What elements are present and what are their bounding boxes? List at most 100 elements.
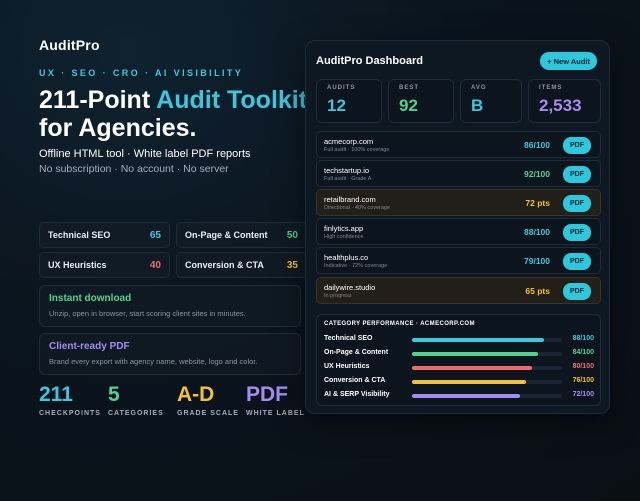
feature-instant-download: Instant download Unzip, open in browser,… [39, 285, 301, 327]
category-card-conversion: Conversion & CTA 35 [176, 252, 307, 278]
pdf-button[interactable]: PDF [563, 166, 591, 183]
audit-row-techstartup[interactable]: techstartup.io Full audit · Grade A 92/1… [316, 160, 601, 187]
perf-fill [412, 394, 520, 398]
audit-site: dailywire.studio [324, 283, 376, 292]
perf-row-ux-heuristics: UX Heuristics 80/100 [324, 363, 594, 373]
audit-score: 72 pts [525, 198, 550, 208]
audit-meta: Full audit · 100% coverage [324, 147, 390, 153]
kpi-label: BEST [399, 85, 420, 91]
stat-number: PDF [246, 383, 288, 406]
subtitle-benefits: No subscription · No account · No server [39, 163, 229, 175]
audit-row-acmecorp[interactable]: acmecorp.com Full audit · 100% coverage … [316, 131, 601, 158]
perf-label: On-Page & Content [324, 349, 389, 356]
dashboard-panel: AuditPro Dashboard + New Audit AUDITS 12… [305, 40, 610, 414]
perf-label: Technical SEO [324, 335, 373, 342]
category-performance-heading: CATEGORY PERFORMANCE · ACMECORP.COM [324, 321, 475, 327]
audit-score: 92/100 [524, 169, 550, 179]
kpi-best: BEST 92 [388, 79, 454, 123]
audit-score: 88/100 [524, 227, 550, 237]
feature-client-pdf: Client-ready PDF Brand every export with… [39, 333, 301, 375]
kpi-value: 12 [327, 96, 346, 115]
perf-value: 84/100 [572, 349, 594, 356]
pdf-button[interactable]: PDF [563, 283, 591, 300]
category-label: On-Page & Content [185, 230, 268, 240]
feature-title: Client-ready PDF [49, 341, 130, 352]
headline-part2: for Agencies. [39, 114, 197, 142]
perf-track [412, 394, 562, 398]
perf-row-on-page: On-Page & Content 84/100 [324, 349, 594, 359]
stat-label: CATEGORIES [108, 410, 164, 417]
kpi-value: B [471, 96, 484, 115]
perf-row-technical-seo: Technical SEO 88/100 [324, 335, 594, 345]
pdf-button[interactable]: PDF [563, 137, 591, 154]
perf-row-conversion: Conversion & CTA 76/100 [324, 377, 594, 387]
audit-row-finlytics[interactable]: finlytics.app High confidence 88/100 PDF [316, 218, 601, 245]
perf-track [412, 352, 562, 356]
stat-label: GRADE SCALE [177, 410, 239, 417]
audit-site: retailbrand.com [324, 195, 376, 204]
perf-fill [412, 380, 526, 384]
category-card-technical-seo: Technical SEO 65 [39, 222, 170, 248]
audit-site: healthplus.co [324, 253, 369, 262]
category-label: Conversion & CTA [185, 260, 264, 270]
perf-label: AI & SERP Visibility [324, 391, 390, 398]
stat-white-label: PDF WHITE LABEL [246, 383, 305, 417]
audit-meta: High confidence [324, 234, 364, 240]
perf-track [412, 366, 562, 370]
category-label: Technical SEO [48, 230, 111, 240]
audit-row-healthplus[interactable]: healthplus.co Indicative · 72% coverage … [316, 247, 601, 274]
perf-row-ai-serp: AI & SERP Visibility 72/100 [324, 391, 594, 401]
perf-track [412, 380, 562, 384]
category-card-ux-heuristics: UX Heuristics 40 [39, 252, 170, 278]
category-count: 50 [286, 229, 298, 241]
stat-number: 211 [39, 383, 73, 406]
brand-logo: AuditPro [39, 37, 100, 53]
feature-desc: Brand every export with agency name, web… [49, 357, 258, 366]
perf-fill [412, 352, 538, 356]
dashboard-title: AuditPro Dashboard [316, 55, 423, 67]
kpi-label: ITEMS [539, 85, 563, 91]
new-audit-button[interactable]: + New Audit [540, 52, 597, 70]
perf-label: UX Heuristics [324, 363, 370, 370]
audit-meta: Full audit · Grade A [324, 176, 372, 182]
audit-score: 79/100 [524, 256, 550, 266]
pdf-button[interactable]: PDF [563, 224, 591, 241]
pdf-button[interactable]: PDF [563, 253, 591, 270]
category-count: 40 [149, 259, 161, 271]
audit-row-retailbrand[interactable]: retailbrand.com Directional · 40% covera… [316, 189, 601, 216]
stat-number: 5 [108, 383, 120, 406]
perf-fill [412, 338, 544, 342]
headline-part1: 211-Point [39, 86, 157, 114]
perf-fill [412, 366, 532, 370]
perf-value: 88/100 [572, 335, 594, 342]
kpi-value: 2,533 [539, 96, 582, 115]
kpi-avg: AVG B [460, 79, 522, 123]
feature-desc: Unzip, open in browser, start scoring cl… [49, 309, 246, 318]
stat-label: WHITE LABEL [246, 410, 305, 417]
kpi-items: ITEMS 2,533 [528, 79, 601, 123]
audit-row-dailywire[interactable]: dailywire.studio In progress 65 pts PDF [316, 277, 601, 304]
category-label: UX Heuristics [48, 260, 107, 270]
feature-title: Instant download [49, 293, 132, 304]
page-title: 211-Point Audit Toolkit for Agencies. [39, 86, 309, 142]
audit-site: finlytics.app [324, 224, 364, 233]
perf-value: 72/100 [572, 391, 594, 398]
stat-categories: 5 CATEGORIES [108, 383, 164, 417]
category-count: 65 [149, 229, 161, 241]
audit-meta: Indicative · 72% coverage [324, 263, 388, 269]
perf-value: 76/100 [572, 377, 594, 384]
stat-grade-scale: A-D GRADE SCALE [177, 383, 239, 417]
kpi-value: 92 [399, 96, 418, 115]
audit-score: 86/100 [524, 140, 550, 150]
audit-score: 65 pts [525, 286, 550, 296]
audit-site: acmecorp.com [324, 137, 374, 146]
stat-label: CHECKPOINTS [39, 410, 101, 417]
category-card-on-page: On-Page & Content 50 [176, 222, 307, 248]
kpi-label: AVG [471, 85, 487, 91]
stat-checkpoints: 211 CHECKPOINTS [39, 383, 101, 417]
audit-site: techstartup.io [324, 166, 370, 175]
pdf-button[interactable]: PDF [563, 195, 591, 212]
perf-track [412, 338, 562, 342]
audit-meta: Directional · 40% coverage [324, 205, 391, 211]
audit-meta: In progress [324, 293, 352, 299]
